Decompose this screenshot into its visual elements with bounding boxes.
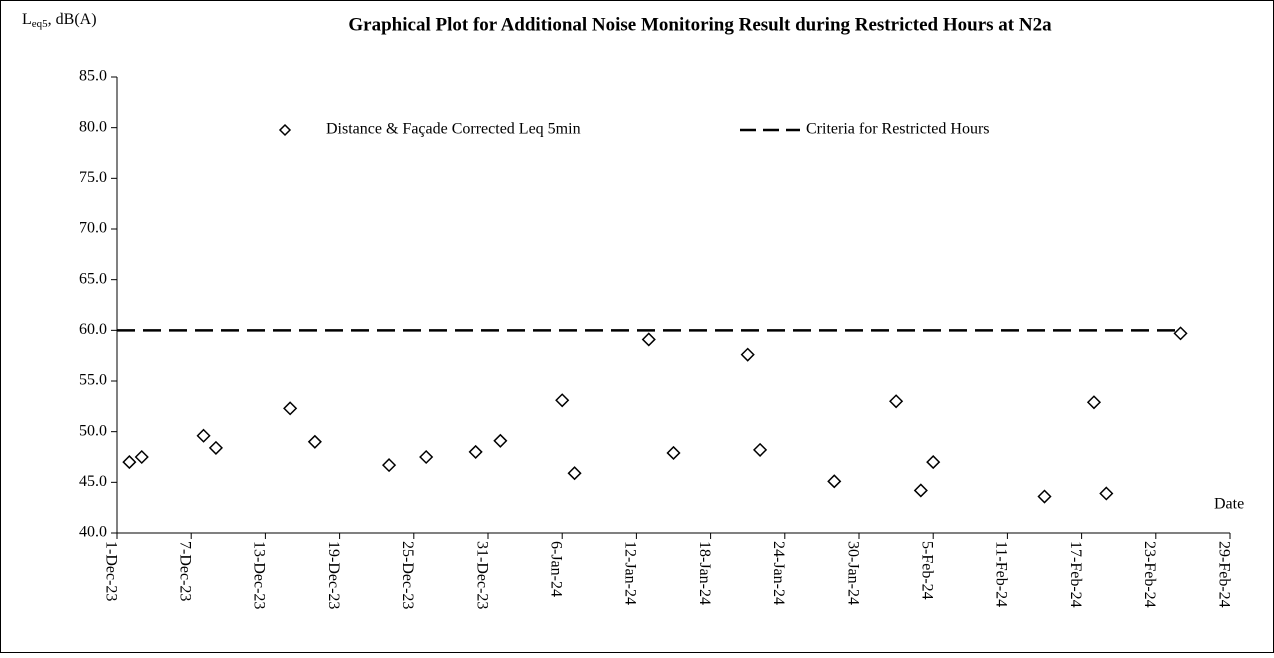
marker	[493, 433, 508, 448]
y-tick-label: 80.0	[79, 118, 107, 135]
marker	[208, 440, 223, 455]
y-tick-label: 60.0	[79, 321, 107, 338]
marker	[889, 394, 904, 409]
marker	[1037, 489, 1052, 504]
y-label-sub: eq5	[32, 18, 48, 30]
x-tick-label: 30-Jan-24	[844, 541, 861, 605]
y-tick-label: 45.0	[79, 473, 107, 490]
x-tick-label: 12-Jan-24	[622, 541, 639, 605]
marker	[196, 428, 211, 443]
x-tick-label: 7-Dec-23	[177, 541, 194, 601]
chart-title: Graphical Plot for Additional Noise Moni…	[348, 14, 1052, 35]
x-tick-label: 24-Jan-24	[770, 541, 787, 605]
y-label-main: L	[22, 11, 32, 28]
y-tick-label: 40.0	[79, 524, 107, 541]
marker	[1099, 486, 1114, 501]
x-tick-label: 31-Dec-23	[473, 541, 490, 609]
marker	[926, 455, 941, 470]
marker	[1086, 395, 1102, 410]
y-tick-label: 70.0	[79, 220, 107, 237]
marker	[1173, 326, 1188, 341]
marker	[567, 466, 582, 481]
marker	[307, 434, 322, 449]
y-tick-label: 55.0	[79, 372, 107, 389]
x-tick-label: 13-Dec-23	[251, 541, 268, 609]
marker	[419, 449, 434, 465]
legend-marker	[278, 123, 292, 137]
y-tick-label: 85.0	[79, 68, 107, 85]
x-tick-label: 6-Jan-24	[548, 541, 565, 597]
y-label-unit: , dB(A)	[48, 11, 97, 28]
x-axis-label: Date	[1214, 496, 1244, 513]
legend-label: Distance & Façade Corrected Leq 5min	[326, 121, 581, 138]
x-tick-label: 25-Dec-23	[399, 541, 416, 609]
x-tick-label: 19-Dec-23	[325, 541, 342, 609]
marker	[913, 483, 928, 498]
marker	[382, 458, 397, 473]
x-tick-label: 18-Jan-24	[696, 541, 713, 605]
y-tick-label: 50.0	[79, 422, 107, 439]
marker	[827, 474, 842, 489]
legend-label: Criteria for Restricted Hours	[806, 121, 990, 138]
marker	[555, 393, 570, 408]
x-tick-label: 5-Feb-24	[919, 541, 936, 600]
marker	[641, 332, 656, 347]
x-tick-label: 1-Dec-23	[102, 541, 119, 601]
marker	[753, 442, 768, 457]
x-tick-label: 17-Feb-24	[1067, 541, 1084, 608]
marker	[283, 401, 298, 416]
marker	[122, 455, 137, 470]
x-tick-label: 23-Feb-24	[1141, 541, 1158, 608]
x-tick-label: 29-Feb-24	[1215, 541, 1232, 608]
y-axis-label: Leq5, dB(A)	[22, 11, 97, 30]
y-tick-label: 65.0	[79, 270, 107, 287]
y-tick-label: 75.0	[79, 169, 107, 186]
x-tick-label: 11-Feb-24	[993, 541, 1010, 607]
marker	[468, 444, 483, 459]
marker	[666, 445, 681, 461]
marker	[134, 449, 149, 465]
marker	[740, 347, 755, 362]
